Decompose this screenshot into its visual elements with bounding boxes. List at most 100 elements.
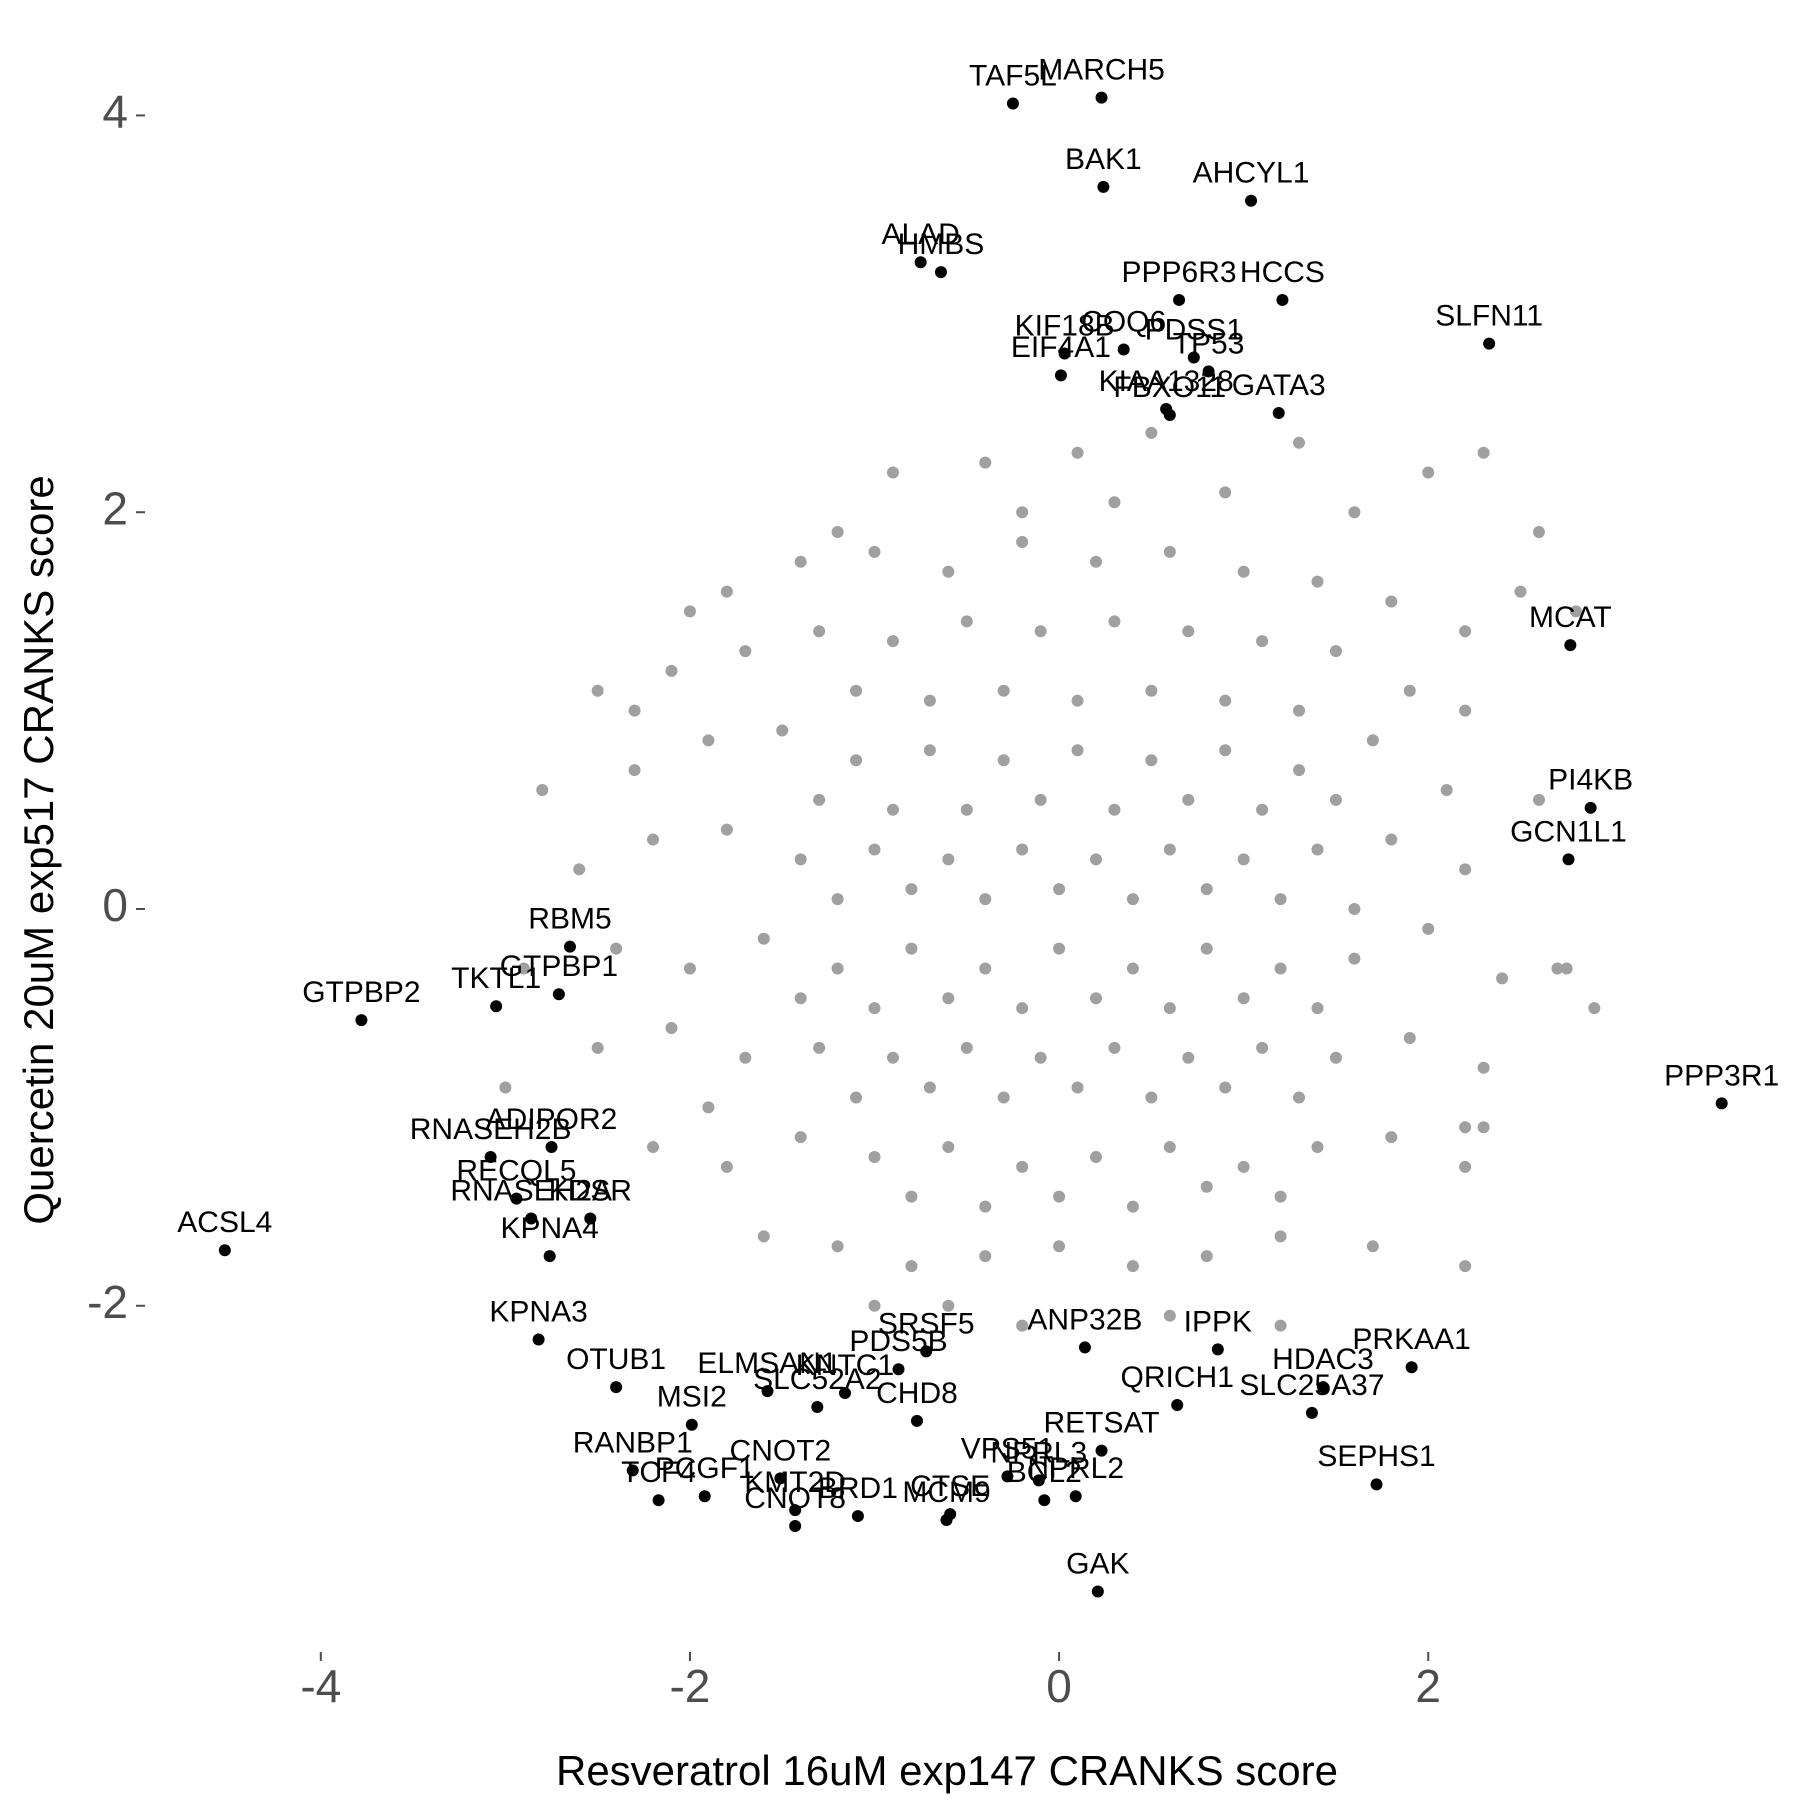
point — [934, 266, 947, 279]
point — [1090, 1150, 1103, 1163]
point — [1293, 1091, 1306, 1104]
point — [850, 684, 863, 697]
y-axis-title: Quercetin 20uM exp517 CRANKS score — [15, 475, 62, 1224]
point — [960, 803, 973, 816]
point — [1211, 1343, 1224, 1356]
point — [1477, 1121, 1490, 1134]
point — [942, 992, 955, 1005]
point-label: RBM5 — [528, 903, 611, 936]
point — [702, 1101, 715, 1114]
point-label: RNASEH2A — [450, 1174, 612, 1207]
y-tick-label: 2 — [102, 482, 128, 534]
point-label: KPNA4 — [500, 1212, 598, 1245]
point — [1053, 1240, 1066, 1253]
point-label: ACSL4 — [177, 1206, 272, 1239]
point-label: CNOT8 — [744, 1482, 846, 1515]
point — [1274, 1319, 1287, 1332]
point — [545, 1141, 558, 1154]
point — [1054, 369, 1067, 382]
point — [997, 1091, 1010, 1104]
point — [757, 932, 770, 945]
point — [1016, 1319, 1029, 1332]
point — [1071, 694, 1084, 707]
point — [1274, 893, 1287, 906]
point — [813, 793, 826, 806]
point — [831, 526, 844, 539]
point — [1569, 605, 1582, 618]
point — [868, 843, 881, 856]
point — [1459, 704, 1472, 717]
point — [552, 988, 565, 1001]
point — [1237, 992, 1250, 1005]
x-tick-label: 0 — [1046, 1660, 1072, 1712]
point — [868, 1299, 881, 1312]
point — [610, 942, 623, 955]
point — [1715, 1097, 1728, 1110]
point-label: SLC25A37 — [1239, 1369, 1384, 1402]
point-label: SEPHS1 — [1317, 1440, 1435, 1473]
point-label: CTSE — [910, 1470, 990, 1503]
point-label: HCCS — [1240, 256, 1325, 289]
point-label: OTUB1 — [566, 1343, 666, 1376]
point — [1163, 843, 1176, 856]
point — [1071, 1081, 1084, 1094]
point — [757, 1230, 770, 1243]
point-label: TP53 — [1173, 327, 1245, 360]
point — [868, 1002, 881, 1015]
point-label: ADIPOR2 — [486, 1103, 618, 1136]
point — [1058, 347, 1071, 360]
point — [850, 1091, 863, 1104]
point — [905, 1190, 918, 1203]
point — [720, 823, 733, 836]
point — [776, 724, 789, 737]
point-label: TKTL1 — [451, 962, 541, 995]
point — [1237, 1160, 1250, 1173]
point — [1385, 833, 1398, 846]
point — [794, 1131, 807, 1144]
point — [761, 1385, 774, 1398]
point — [591, 1041, 604, 1054]
point-label: HDAC3 — [1272, 1343, 1374, 1376]
point — [1584, 801, 1597, 814]
point — [1202, 365, 1215, 378]
point — [1348, 506, 1361, 519]
point — [1422, 922, 1435, 935]
point — [923, 1081, 936, 1094]
point — [1171, 1398, 1184, 1411]
x-tick-label: 2 — [1415, 1660, 1441, 1712]
point-label: PDSS1 — [1145, 313, 1243, 346]
point — [794, 992, 807, 1005]
point — [1071, 744, 1084, 757]
point — [838, 1387, 851, 1400]
point — [1163, 1141, 1176, 1154]
point-label: PCGF1 — [655, 1452, 755, 1485]
point — [914, 256, 927, 269]
point — [1069, 1490, 1082, 1503]
point-label: EIF4A1 — [1011, 331, 1111, 364]
point — [1256, 803, 1269, 816]
point-label: KNTC1 — [796, 1349, 894, 1382]
point — [1090, 853, 1103, 866]
point — [1173, 293, 1186, 306]
point — [1126, 893, 1139, 906]
point-label: RECQL5 — [456, 1155, 576, 1188]
point — [1366, 1240, 1379, 1253]
point — [484, 1150, 497, 1163]
point — [647, 833, 660, 846]
point — [652, 1494, 665, 1507]
point — [665, 1022, 678, 1035]
point — [1483, 337, 1496, 350]
point — [1182, 793, 1195, 806]
point — [1145, 754, 1158, 767]
point — [1293, 436, 1306, 449]
point-label: GATA3 — [1232, 369, 1326, 402]
point — [831, 962, 844, 975]
point — [1053, 883, 1066, 896]
point — [1496, 972, 1509, 985]
point — [1477, 446, 1490, 459]
point — [1182, 1051, 1195, 1064]
point — [920, 1345, 933, 1358]
point — [536, 783, 549, 796]
point — [1293, 764, 1306, 777]
point — [1187, 351, 1200, 364]
